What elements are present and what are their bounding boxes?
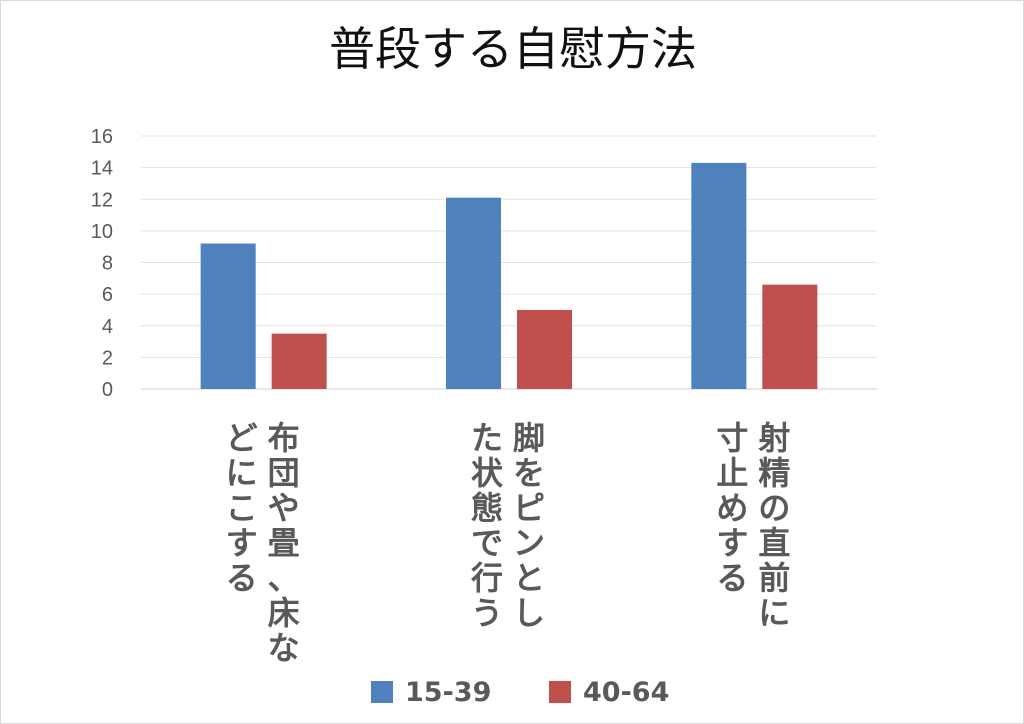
bar-15-39-3 bbox=[691, 162, 747, 389]
y-axis-ticks: 0 2 4 6 8 10 12 14 16 bbox=[91, 126, 113, 401]
y-tick-label: 14 bbox=[91, 158, 113, 180]
bar-40-64-3 bbox=[762, 284, 818, 389]
y-tick-label: 2 bbox=[102, 347, 113, 369]
category-label-line: どにこする bbox=[226, 419, 258, 597]
legend-swatch-15-39 bbox=[371, 681, 393, 703]
category-label-line: 脚をピンとし bbox=[513, 419, 545, 632]
legend-swatch-40-64 bbox=[549, 681, 571, 703]
chart-title: 普段する自慰方法 bbox=[329, 22, 697, 76]
legend-label-15-39: 15-39 bbox=[405, 677, 491, 708]
bar-40-64-1 bbox=[271, 333, 327, 389]
bar-15-39-2 bbox=[446, 197, 501, 389]
y-tick-label: 4 bbox=[102, 316, 113, 338]
legend: 15-39 40-64 bbox=[371, 677, 669, 708]
y-tick-label: 8 bbox=[102, 253, 113, 275]
y-tick-label: 12 bbox=[91, 189, 113, 211]
gridlines bbox=[141, 135, 877, 390]
bars bbox=[200, 162, 818, 389]
y-tick-label: 10 bbox=[91, 221, 113, 243]
y-tick-label: 6 bbox=[102, 284, 113, 306]
category-label-line: た状態で行う bbox=[471, 419, 504, 632]
bar-15-39-1 bbox=[200, 243, 256, 389]
y-tick-label: 0 bbox=[102, 379, 113, 401]
y-tick-label: 16 bbox=[91, 126, 113, 148]
legend-label-40-64: 40-64 bbox=[583, 677, 669, 708]
category-label-line: 射精の直前に bbox=[757, 419, 790, 632]
category-label-line: 寸止めする bbox=[716, 419, 748, 597]
category-label-line: 布団や畳、床な bbox=[268, 419, 300, 667]
bar-40-64-2 bbox=[517, 309, 572, 389]
